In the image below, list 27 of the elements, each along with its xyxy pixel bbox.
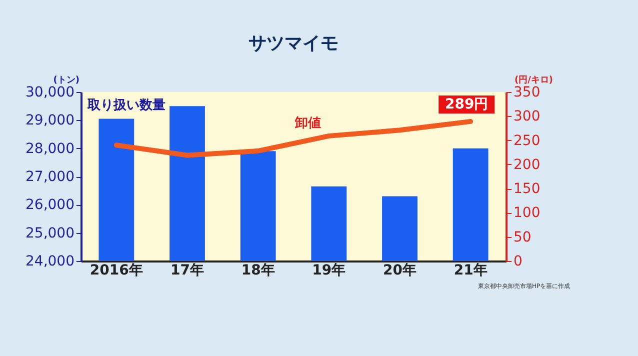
y-tick-label: 25,000: [26, 225, 74, 242]
annotation: 289円: [444, 96, 488, 112]
y-tick-label: 24,000: [26, 254, 74, 270]
y2-tick-label: 250: [514, 132, 540, 149]
y-axis-title: (トン): [53, 76, 80, 86]
x-tick-label: 2016年: [90, 262, 143, 278]
x-tick-label: 18年: [241, 262, 275, 278]
y2-tick-label: 150: [514, 181, 540, 198]
y-tick-label: 28,000: [26, 140, 74, 157]
y2-tick-label: 0: [514, 254, 522, 270]
y2-tick-label: 50: [514, 229, 532, 246]
x-tick-label: 17年: [170, 262, 204, 278]
y2-tick-label: 300: [514, 108, 540, 125]
series-label: 取り扱い数量: [86, 98, 166, 113]
y-tick-label: 29,000: [26, 112, 74, 129]
y2-tick-label: 350: [514, 84, 540, 100]
series-label: 卸値: [294, 116, 322, 131]
y-tick-label: 26,000: [26, 197, 74, 214]
x-tick-label: 20年: [383, 262, 416, 278]
y-tick-label: 27,000: [26, 169, 74, 185]
y-tick-label: 30,000: [26, 84, 74, 100]
y2-tick-label: 100: [514, 205, 540, 222]
y2-tick-label: 200: [514, 156, 540, 173]
chart-title: サツマイモ: [248, 33, 338, 54]
x-tick-label: 21年: [454, 262, 488, 278]
x-tick-label: 19年: [312, 262, 346, 278]
y2-axis-title: (円/キロ): [514, 74, 554, 86]
